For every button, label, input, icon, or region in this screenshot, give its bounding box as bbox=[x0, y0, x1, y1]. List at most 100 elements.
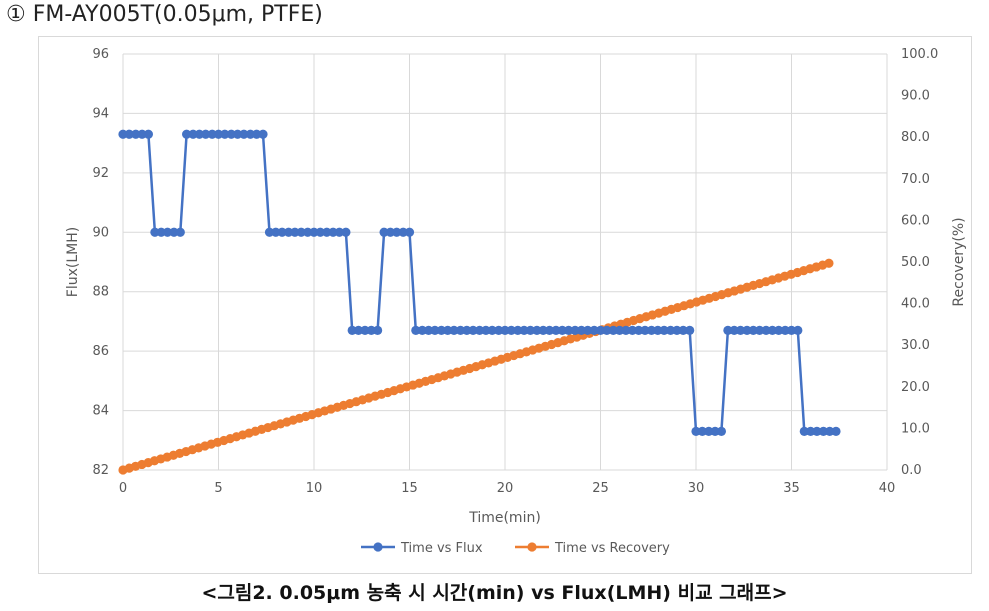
x-tick-label: 10 bbox=[306, 481, 323, 496]
flux-point bbox=[532, 325, 542, 335]
flux-point bbox=[513, 325, 523, 335]
flux-point bbox=[538, 325, 548, 335]
flux-point bbox=[226, 129, 236, 139]
flux-point bbox=[366, 325, 376, 335]
flux-point bbox=[831, 426, 841, 436]
flux-point bbox=[551, 325, 561, 335]
flux-point bbox=[825, 426, 835, 436]
flux-point bbox=[468, 325, 478, 335]
x-tick-label: 30 bbox=[688, 481, 705, 496]
flux-point bbox=[194, 129, 204, 139]
flux-point bbox=[665, 325, 676, 335]
flux-point bbox=[672, 325, 682, 335]
y2-tick-label: 50.0 bbox=[901, 255, 930, 270]
flux-point bbox=[691, 426, 701, 436]
flux-point bbox=[373, 325, 383, 335]
flux-point bbox=[143, 129, 154, 139]
y2-tick-label: 60.0 bbox=[901, 213, 930, 228]
flux-point bbox=[494, 325, 504, 335]
flux-point bbox=[220, 129, 230, 139]
flux-point bbox=[309, 227, 319, 237]
y2-tick-label: 0.0 bbox=[901, 463, 922, 478]
flux-point bbox=[710, 426, 720, 436]
flux-point bbox=[398, 227, 408, 237]
flux-point bbox=[799, 426, 809, 436]
legend-recovery-label: Time vs Recovery bbox=[554, 541, 670, 556]
flux-point bbox=[264, 227, 275, 237]
flux-point bbox=[296, 227, 306, 237]
flux-point bbox=[474, 325, 485, 335]
flux-point bbox=[175, 227, 185, 237]
flux-point bbox=[424, 325, 434, 335]
flux-point bbox=[659, 325, 669, 335]
flux-point bbox=[258, 129, 268, 139]
flux-recovery-chart: 0 5 10 15 20 25 30 35 40 82 84 86 88 90 92 94 96 0.0 10.0 2… bbox=[65, 47, 967, 556]
x-tick-label: 20 bbox=[497, 481, 514, 496]
flux-point bbox=[506, 325, 516, 335]
flux-point bbox=[443, 325, 453, 335]
flux-point bbox=[137, 129, 147, 139]
flux-point bbox=[169, 227, 179, 237]
flux-point bbox=[723, 325, 733, 335]
flux-point bbox=[519, 325, 529, 335]
flux-point bbox=[417, 325, 427, 335]
legend-flux-marker bbox=[373, 542, 383, 552]
flux-point bbox=[627, 325, 637, 335]
flux-point bbox=[360, 325, 370, 335]
flux-point bbox=[812, 426, 822, 436]
flux-point bbox=[589, 325, 599, 335]
flux-point bbox=[404, 227, 415, 237]
flux-point bbox=[213, 129, 224, 139]
flux-point bbox=[303, 227, 313, 237]
flux-point bbox=[500, 325, 510, 335]
x-tick-label: 40 bbox=[879, 481, 896, 496]
flux-point bbox=[608, 325, 618, 335]
flux-point bbox=[755, 325, 765, 335]
flux-point bbox=[481, 325, 491, 335]
flux-point bbox=[767, 325, 778, 335]
flux-point bbox=[646, 325, 657, 335]
flux-point bbox=[124, 129, 134, 139]
y-axis-title: Flux(LMH) bbox=[65, 227, 81, 297]
flux-point bbox=[353, 325, 364, 335]
x-tick-label: 15 bbox=[401, 481, 418, 496]
x-tick-label: 5 bbox=[214, 481, 222, 496]
flux-point bbox=[793, 325, 803, 335]
flux-point bbox=[252, 129, 262, 139]
flux-point bbox=[748, 325, 758, 335]
flux-point bbox=[806, 426, 816, 436]
flux-point bbox=[735, 325, 746, 335]
flux-point bbox=[525, 325, 536, 335]
flux-point bbox=[640, 325, 650, 335]
flux-point bbox=[449, 325, 459, 335]
flux-point bbox=[334, 227, 345, 237]
flux-point bbox=[156, 227, 166, 237]
flux-point bbox=[392, 227, 402, 237]
legend: Time vs Flux Time vs Recovery bbox=[361, 541, 670, 556]
flux-point bbox=[602, 325, 612, 335]
flux-point bbox=[704, 426, 714, 436]
flux-point bbox=[347, 325, 357, 335]
flux-point bbox=[544, 325, 555, 335]
x-tick-label: 35 bbox=[783, 481, 800, 496]
flux-point bbox=[583, 325, 593, 335]
flux-point bbox=[678, 325, 688, 335]
flux-point bbox=[774, 325, 784, 335]
flux-series-line bbox=[123, 132, 837, 433]
y-tick-label: 88 bbox=[92, 285, 109, 300]
flux-point bbox=[233, 129, 243, 139]
flux-point bbox=[742, 325, 752, 335]
flux-point bbox=[315, 227, 325, 237]
flux-point bbox=[322, 227, 332, 237]
y2-tick-label: 100.0 bbox=[901, 47, 938, 62]
flux-point bbox=[271, 227, 281, 237]
legend-flux-label: Time vs Flux bbox=[400, 541, 483, 556]
flux-point bbox=[201, 129, 211, 139]
flux-point bbox=[436, 325, 446, 335]
flux-point bbox=[118, 129, 128, 139]
flux-point bbox=[615, 325, 625, 335]
y-tick-label: 94 bbox=[92, 106, 109, 121]
legend-recovery-marker bbox=[527, 542, 537, 552]
y-tick-label: 84 bbox=[92, 404, 109, 419]
x-tick-label: 25 bbox=[592, 481, 609, 496]
